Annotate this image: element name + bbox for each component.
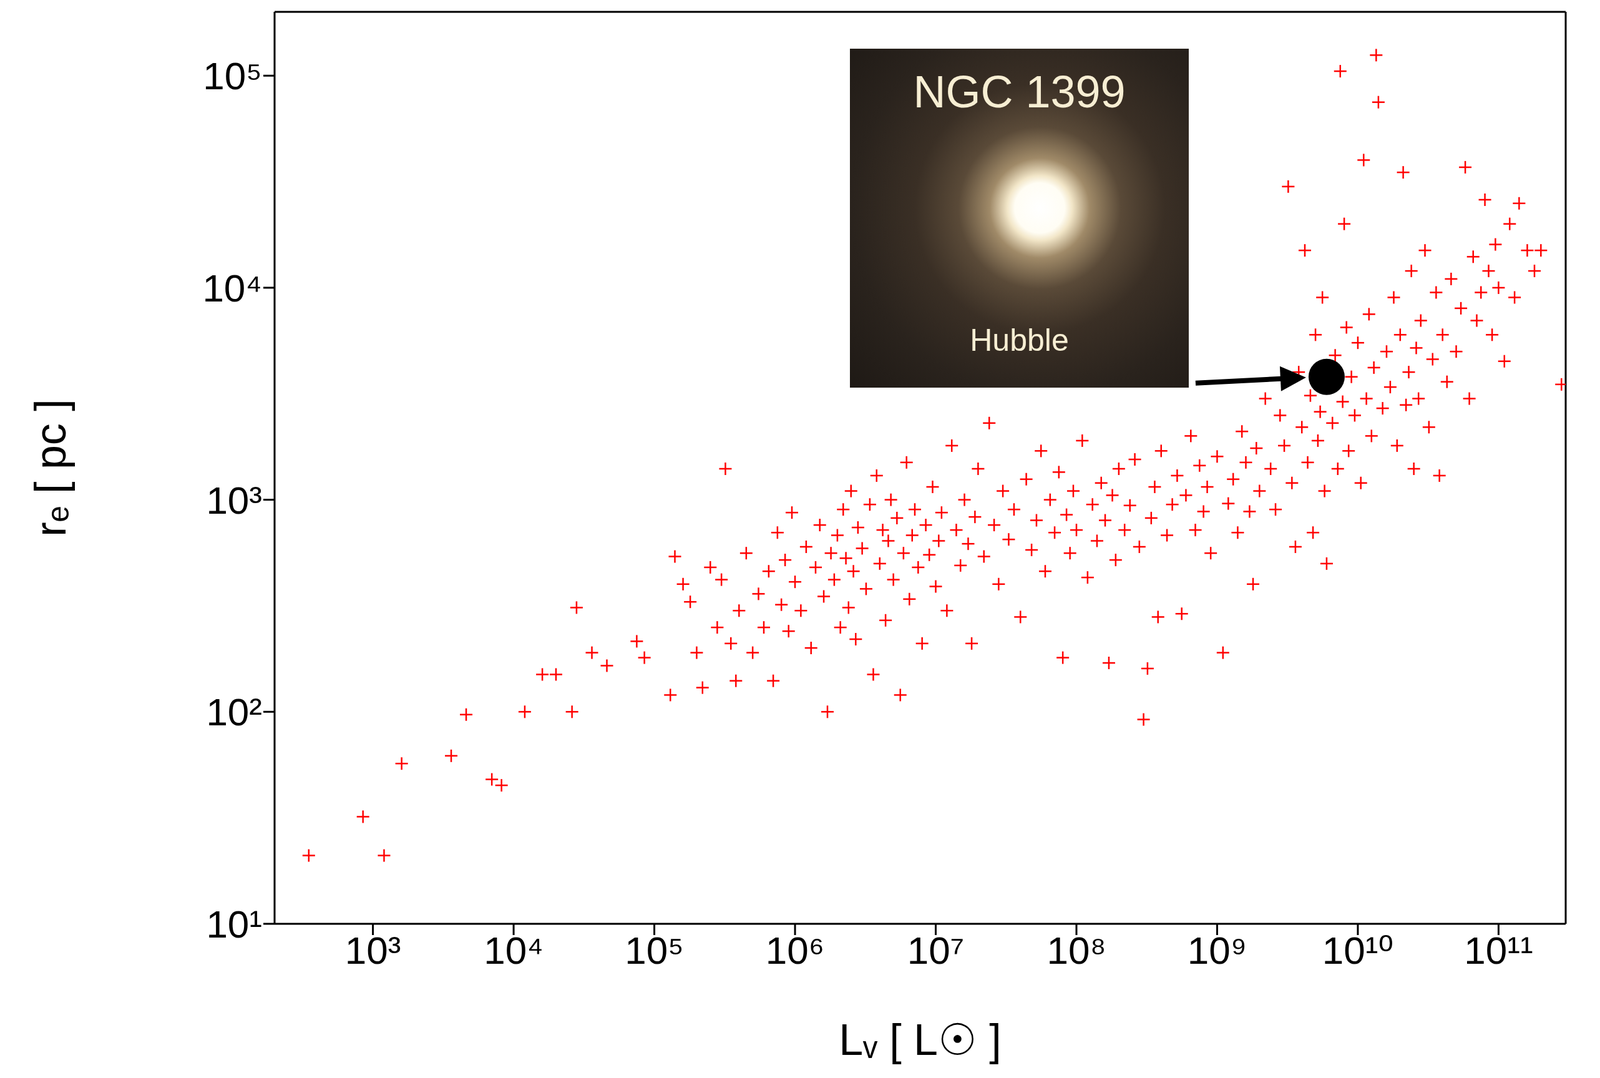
svg-text:10³: 10³: [205, 478, 263, 522]
svg-text:10⁸: 10⁸: [1046, 928, 1106, 972]
svg-text:10¹¹: 10¹¹: [1463, 928, 1533, 972]
svg-text:10³: 10³: [345, 928, 402, 972]
svg-text:10⁵: 10⁵: [202, 54, 263, 98]
svg-text:10¹⁰: 10¹⁰: [1322, 928, 1394, 972]
svg-text:10⁴: 10⁴: [202, 266, 263, 310]
svg-text:10⁷: 10⁷: [907, 928, 965, 972]
svg-text:Lᵥ [ L☉ ]: Lᵥ [ L☉ ]: [838, 1015, 1001, 1064]
html-text:NGC 1399: NGC 1399: [913, 66, 1126, 117]
svg-text:rₑ [ pc ]: rₑ [ pc ]: [26, 398, 75, 537]
svg-text:10⁵: 10⁵: [624, 928, 684, 972]
svg-text:10⁴: 10⁴: [483, 928, 544, 972]
svg-text:10²: 10²: [205, 690, 263, 734]
svg-text:10⁶: 10⁶: [765, 928, 825, 972]
svg-text:10⁹: 10⁹: [1187, 928, 1248, 972]
svg-text:10¹: 10¹: [205, 902, 263, 946]
html-text:Hubble: Hubble: [969, 322, 1069, 358]
